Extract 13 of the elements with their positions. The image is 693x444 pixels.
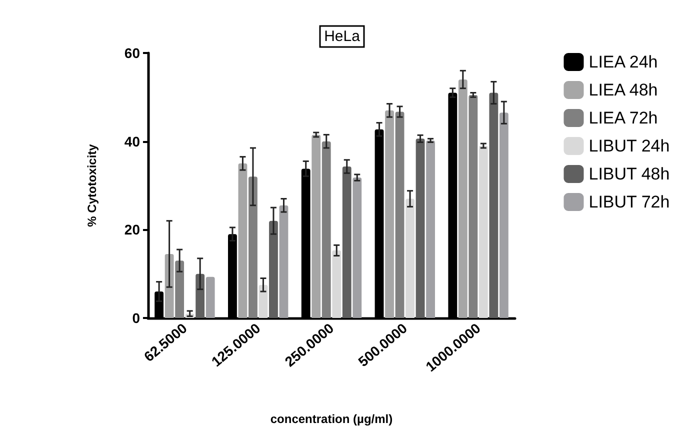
legend-label: LIEA 24h (588, 52, 658, 72)
legend-label: LIEA 72h (588, 108, 658, 128)
legend-label: LIEA 48h (588, 80, 658, 100)
chart-title: HeLa (324, 28, 361, 45)
x-axis-title: concentration (µg/ml) (270, 412, 393, 426)
legend-label: LIBUT 24h (588, 136, 670, 156)
y-axis-title: % Cytotoxicity (85, 144, 99, 227)
y-tick-label: 0 (132, 310, 140, 326)
y-tick-label: 20 (124, 222, 140, 238)
y-tick-label: 60 (124, 45, 140, 61)
legend-label: LIBUT 48h (588, 164, 670, 184)
legend-label: LIBUT 72h (588, 192, 670, 212)
y-tick-label: 40 (124, 133, 140, 150)
